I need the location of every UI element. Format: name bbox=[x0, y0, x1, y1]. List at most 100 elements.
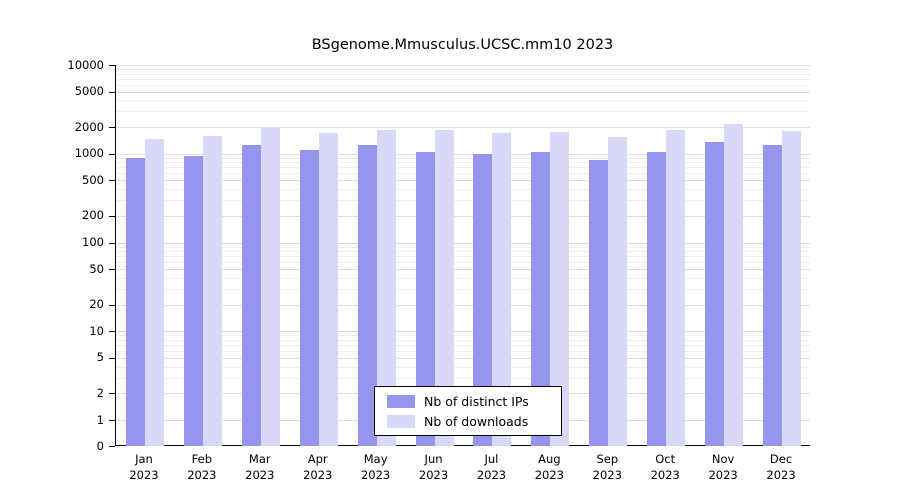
y-tick-mark bbox=[109, 215, 115, 217]
x-label-year: 2023 bbox=[129, 468, 159, 482]
bar-downloads-mar bbox=[260, 128, 280, 446]
x-label-month: Aug bbox=[538, 452, 561, 466]
gridline-minor bbox=[116, 162, 810, 164]
bar-distinct-ips-jan bbox=[125, 157, 145, 446]
chart-title: BSgenome.Mmusculus.UCSC.mm10 2023 bbox=[311, 37, 614, 53]
gridline-minor bbox=[116, 350, 810, 352]
bar-distinct-ips-mar bbox=[241, 145, 261, 446]
gridline-minor bbox=[116, 69, 810, 71]
bar-distinct-ips-oct bbox=[647, 151, 667, 446]
x-label-year: 2023 bbox=[418, 468, 449, 482]
gridline bbox=[116, 180, 810, 182]
legend: Nb of distinct IPs Nb of downloads bbox=[374, 386, 562, 436]
bar-downloads-sep bbox=[608, 136, 628, 446]
bar-distinct-ips-may bbox=[357, 145, 377, 446]
x-label-month: Nov bbox=[711, 452, 735, 466]
y-tick-mark bbox=[109, 180, 115, 182]
gridline bbox=[116, 357, 810, 359]
bar-downloads-dec bbox=[782, 131, 802, 446]
bar-distinct-ips-nov bbox=[705, 142, 725, 446]
x-label-year: 2023 bbox=[650, 468, 680, 482]
y-tick-mark bbox=[109, 420, 115, 421]
x-label-month: May bbox=[363, 452, 388, 466]
gridline-minor bbox=[116, 377, 810, 379]
x-label-year: 2023 bbox=[534, 468, 564, 482]
y-tick-label: 5000 bbox=[74, 84, 104, 99]
gridline-minor bbox=[116, 256, 810, 258]
x-label-month: Jul bbox=[484, 452, 499, 466]
bar-distinct-ips-feb bbox=[183, 155, 203, 446]
y-tick-mark bbox=[109, 393, 115, 395]
gridline-minor bbox=[116, 251, 810, 253]
x-label-month: Jan bbox=[135, 452, 153, 466]
gridline-minor bbox=[116, 200, 810, 202]
gridline-minor bbox=[116, 366, 810, 368]
legend-label-distinct-ips: Nb of distinct IPs bbox=[424, 393, 529, 409]
y-tick-label: 1000 bbox=[74, 146, 104, 161]
plot-area: Nb of distinct IPs Nb of downloads bbox=[115, 65, 810, 446]
y-tick-label: 0 bbox=[96, 438, 104, 453]
y-tick-label: 200 bbox=[82, 208, 104, 223]
bar-downloads-feb bbox=[202, 135, 222, 446]
y-tick-mark bbox=[109, 269, 115, 271]
y-tick-label: 2000 bbox=[74, 119, 104, 134]
x-label-year: 2023 bbox=[245, 468, 275, 482]
x-tick-label-dec: Dec 2023 bbox=[752, 451, 810, 483]
bar-distinct-ips-dec bbox=[763, 145, 783, 446]
gridline-minor bbox=[116, 339, 810, 341]
y-tick-label: 100 bbox=[82, 235, 104, 249]
bar-downloads-may bbox=[376, 130, 396, 446]
y-tick-label: 20 bbox=[89, 297, 104, 312]
x-tick-label-jan: Jan 2023 bbox=[115, 451, 173, 483]
y-tick-label: 5 bbox=[96, 350, 104, 365]
gridline-minor bbox=[116, 78, 810, 80]
bar-distinct-ips-sep bbox=[589, 160, 609, 446]
x-label-month: Apr bbox=[307, 452, 328, 466]
gridline-minor bbox=[116, 173, 810, 175]
x-label-year: 2023 bbox=[592, 468, 622, 482]
gridline bbox=[116, 242, 810, 244]
gridline bbox=[116, 127, 810, 129]
x-tick-label-jul: Jul 2023 bbox=[463, 451, 521, 483]
x-label-year: 2023 bbox=[187, 468, 217, 482]
y-tick-mark bbox=[109, 153, 115, 155]
y-tick-mark bbox=[109, 91, 115, 93]
gridline-minor bbox=[116, 277, 810, 279]
grid-layer bbox=[116, 65, 810, 445]
gridline-minor bbox=[116, 111, 810, 113]
x-label-month: Jun bbox=[424, 452, 443, 466]
legend-row-downloads: Nb of downloads bbox=[387, 414, 549, 429]
y-tick-mark bbox=[109, 127, 115, 129]
x-label-month: Feb bbox=[191, 452, 213, 466]
x-label-year: 2023 bbox=[766, 468, 796, 482]
bar-downloads-jun bbox=[434, 130, 454, 446]
gridline-minor bbox=[116, 100, 810, 102]
legend-swatch-distinct-ips bbox=[387, 394, 415, 408]
bar-downloads-jan bbox=[144, 139, 164, 446]
x-label-year: 2023 bbox=[303, 468, 333, 482]
bar-distinct-ips-jul bbox=[473, 153, 493, 446]
x-tick-label-oct: Oct 2023 bbox=[636, 451, 694, 483]
x-tick-label-apr: Apr 2023 bbox=[289, 451, 347, 483]
bar-downloads-oct bbox=[666, 130, 686, 446]
x-label-month: Oct bbox=[655, 452, 676, 466]
y-tick-label: 50 bbox=[89, 261, 104, 276]
gridline-minor bbox=[116, 288, 810, 290]
x-label-month: Mar bbox=[248, 452, 271, 466]
gridline bbox=[116, 91, 810, 93]
bar-distinct-ips-apr bbox=[299, 150, 319, 446]
x-tick-label-may: May 2023 bbox=[347, 451, 405, 483]
y-tick-label: 10 bbox=[89, 323, 104, 338]
y-tick-label: 2 bbox=[96, 385, 104, 400]
bar-distinct-ips-aug bbox=[531, 151, 551, 446]
gridline-minor bbox=[116, 335, 810, 337]
x-label-year: 2023 bbox=[708, 468, 738, 482]
x-tick-label-mar: Mar 2023 bbox=[231, 451, 289, 483]
y-tick-mark bbox=[109, 65, 115, 66]
legend-label-downloads: Nb of downloads bbox=[424, 413, 529, 429]
gridline-minor bbox=[116, 344, 810, 346]
gridline bbox=[116, 153, 810, 155]
gridline-minor bbox=[116, 189, 810, 191]
x-tick-label-feb: Feb 2023 bbox=[173, 451, 231, 483]
